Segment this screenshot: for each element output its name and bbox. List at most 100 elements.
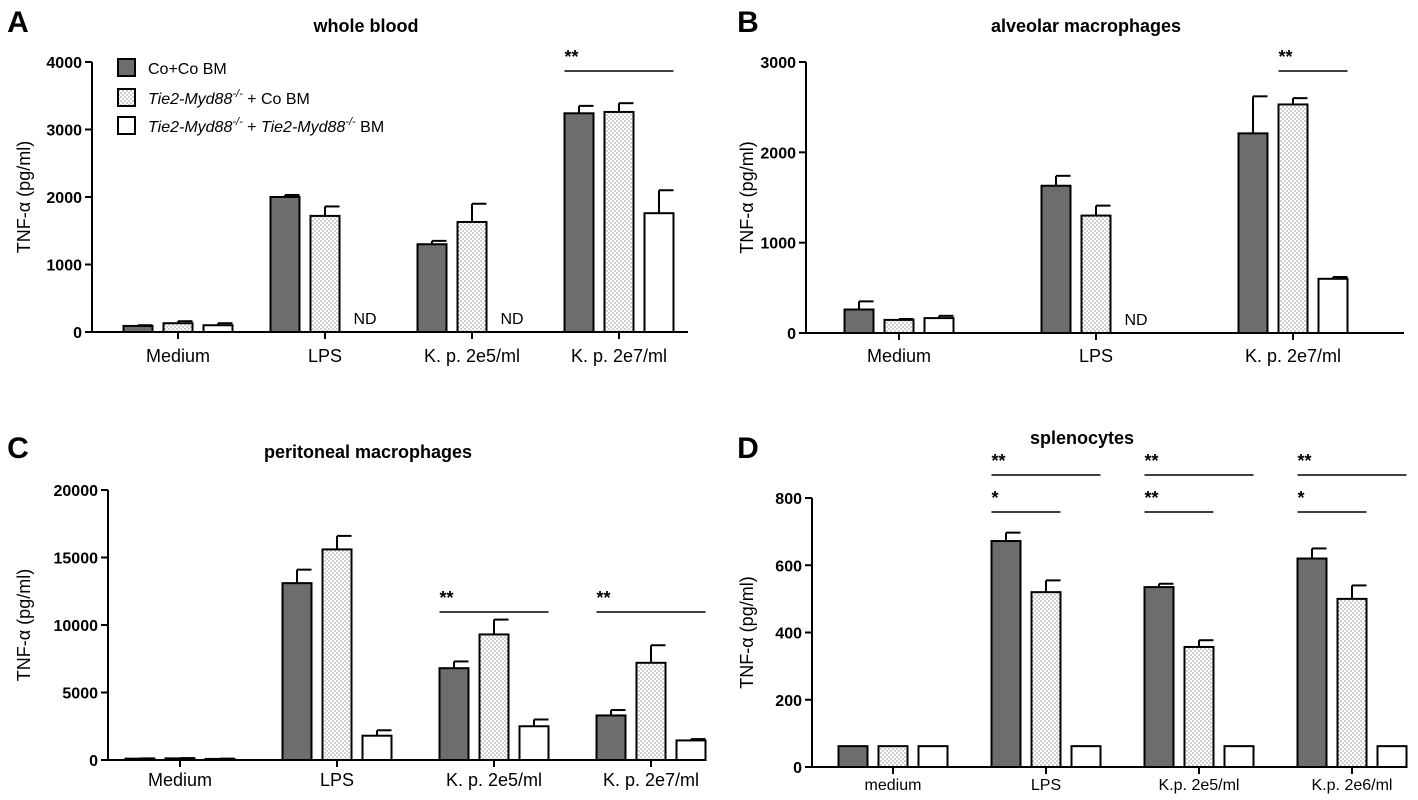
significance-label: ** [1279,47,1293,67]
legend-label-part: -/- [345,116,356,128]
x-tick-label: LPS [1079,346,1113,366]
y-tick-label: 2000 [46,190,82,207]
y-tick-label: 200 [775,693,802,710]
legend-label: Tie2-Myd88-/- + Tie2-Myd88-/- BM [148,116,384,136]
y-tick-label: 400 [775,626,802,643]
x-tick-label: K. p. 2e5/ml [424,346,520,366]
x-tick-label: K. p. 2e7/ml [571,346,667,366]
x-tick-label: K. p. 2e7/ml [1245,346,1341,366]
y-tick-label: 800 [775,491,802,508]
bar [478,633,510,762]
significance-label: ** [1145,451,1159,471]
panel-letter: C [7,432,29,465]
bar [162,322,194,334]
bar [1040,184,1072,334]
bar [518,725,550,761]
legend-swatch [117,116,136,135]
bar [563,112,595,333]
legend-swatch [117,58,136,77]
panel-letter: B [737,6,759,39]
significance-label: ** [597,588,611,608]
bar [456,220,488,334]
legend-label-part: Tie2-Myd88 [148,91,232,108]
x-tick-label: medium [865,777,922,794]
legend-label: Tie2-Myd88-/- + Co BM [148,88,310,108]
y-tick-label: 3000 [46,123,82,140]
y-tick-label: 20000 [54,483,99,500]
bar [438,667,470,762]
significance-label: ** [1298,451,1312,471]
y-tick-label: 1000 [46,258,82,275]
y-tick-label: 2000 [760,145,796,162]
y-tick-label: 5000 [62,686,98,703]
x-tick-label: Medium [148,770,212,790]
bar [675,739,707,761]
legend-label-part: BM [356,119,384,136]
chart-title: alveolar macrophages [991,16,1181,36]
bar [923,317,955,335]
x-tick-label: LPS [320,770,354,790]
bar [1223,745,1255,769]
bar [416,243,448,333]
bar [309,214,341,333]
significance-label: ** [440,588,454,608]
bar [1296,557,1328,769]
legend-label-part: + Co BM [243,91,310,108]
y-tick-label: 0 [89,753,98,770]
y-tick-label: 4000 [46,55,82,72]
bar [361,734,393,762]
chart-title: splenocytes [1030,428,1134,448]
bar [595,714,627,762]
chart-title: peritoneal macrophages [264,442,472,462]
bar [837,745,869,769]
x-tick-label: K.p. 2e5/ml [1159,777,1240,794]
bar [1376,745,1408,769]
chart-title: whole blood [313,16,419,36]
y-tick-label: 0 [73,325,82,342]
bar [1336,597,1368,768]
x-tick-label: K. p. 2e7/ml [603,770,699,790]
y-tick-label: 3000 [760,55,796,72]
legend-label-part: + [243,119,261,136]
bar [1183,645,1215,768]
bar [1080,214,1112,334]
significance-label: * [992,488,999,508]
bar [281,582,313,762]
bar [990,540,1022,768]
x-tick-label: K. p. 2e5/ml [446,770,542,790]
significance-label: ** [1145,488,1159,508]
y-tick-label: 0 [787,326,796,343]
x-tick-label: Medium [867,346,931,366]
legend-label-part: Tie2-Myd88 [261,119,345,136]
legend-swatch [117,88,136,107]
significance-label: ** [565,47,579,67]
bar [1143,586,1175,769]
legend-label-part: -/- [232,116,243,128]
panel-letter: D [737,432,759,465]
nd-label: ND [353,311,376,328]
legend-label-part: -/- [232,88,243,100]
y-axis-label: TNF-α (pg/ml) [737,576,757,688]
y-tick-label: 600 [775,558,802,575]
legend-label: Co+Co BM [148,61,227,78]
y-axis-label: TNF-α (pg/ml) [737,141,757,253]
y-tick-label: 1000 [760,236,796,253]
bar [603,110,635,333]
x-tick-label: LPS [308,346,342,366]
bar [321,548,353,762]
bar [122,324,154,333]
x-tick-label: Medium [146,346,210,366]
bar [883,318,915,335]
panel-letter: A [7,6,29,39]
bar [635,661,667,761]
bar [643,212,675,333]
bar [202,324,234,333]
significance-label: * [1298,488,1305,508]
bar [1317,277,1349,334]
